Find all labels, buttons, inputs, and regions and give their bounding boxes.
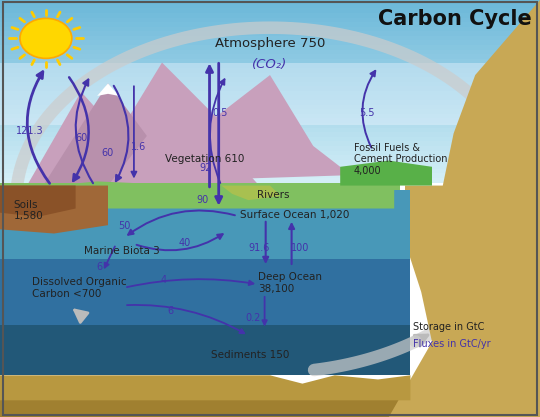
Text: Vegetation 610: Vegetation 610 — [165, 154, 244, 164]
Bar — [0, 259, 410, 325]
Text: 6: 6 — [96, 262, 102, 272]
Bar — [0, 105, 540, 110]
Text: 121.3: 121.3 — [16, 126, 44, 136]
Text: Deep Ocean
38,100: Deep Ocean 38,100 — [258, 272, 322, 294]
Text: 60: 60 — [102, 148, 114, 158]
Bar — [0, 183, 400, 208]
Bar — [0, 77, 540, 83]
Bar — [0, 86, 540, 92]
Text: Dissolved Organic
Carbon <700: Dissolved Organic Carbon <700 — [32, 277, 127, 299]
Polygon shape — [108, 96, 259, 186]
Text: 90: 90 — [197, 195, 209, 205]
Polygon shape — [0, 375, 410, 400]
Text: 1.6: 1.6 — [131, 142, 146, 152]
Bar — [0, 18, 540, 23]
Bar — [0, 40, 540, 46]
Bar — [0, 190, 410, 259]
Text: 4: 4 — [161, 275, 167, 285]
Bar — [0, 68, 540, 73]
Bar — [0, 151, 540, 156]
Polygon shape — [389, 0, 540, 417]
Text: Soils
1,580: Soils 1,580 — [14, 200, 43, 221]
Bar — [0, 114, 540, 119]
Bar — [0, 50, 540, 55]
Polygon shape — [0, 186, 76, 217]
Text: Surface Ocean 1,020: Surface Ocean 1,020 — [240, 210, 350, 220]
Text: 60: 60 — [76, 133, 88, 143]
Polygon shape — [27, 63, 351, 186]
Text: Storage in GtC: Storage in GtC — [413, 322, 484, 332]
Text: Rivers: Rivers — [256, 190, 289, 200]
Bar — [0, 160, 540, 165]
Bar — [0, 169, 540, 174]
Bar — [0, 36, 540, 41]
Bar — [0, 73, 540, 78]
Bar — [0, 59, 540, 64]
Polygon shape — [43, 83, 184, 186]
Text: 100: 100 — [291, 243, 309, 253]
Polygon shape — [0, 181, 394, 208]
Bar — [0, 4, 540, 9]
Bar — [0, 155, 540, 161]
Bar — [0, 123, 540, 128]
Bar — [0, 95, 540, 101]
Text: Fossil Fuels &
Cement Production
4,000: Fossil Fuels & Cement Production 4,000 — [354, 143, 447, 176]
Text: 91.6: 91.6 — [248, 243, 270, 253]
Bar — [0, 109, 540, 115]
Bar — [0, 63, 540, 69]
Bar — [0, 100, 540, 106]
Text: 92: 92 — [200, 163, 212, 173]
Text: 0.5: 0.5 — [212, 108, 227, 118]
Text: 50: 50 — [118, 221, 130, 231]
Bar — [0, 178, 540, 183]
Bar — [0, 118, 540, 124]
Bar — [0, 27, 540, 32]
Bar — [0, 173, 540, 179]
Text: Atmosphere 750: Atmosphere 750 — [215, 37, 325, 50]
Text: 40: 40 — [178, 238, 191, 248]
Text: (CO₂): (CO₂) — [252, 58, 288, 71]
Bar — [0, 54, 540, 60]
Polygon shape — [0, 186, 108, 234]
Text: 5.5: 5.5 — [359, 108, 375, 118]
Text: Fluxes in GtC/yr: Fluxes in GtC/yr — [413, 339, 491, 349]
Bar — [0, 82, 540, 87]
Text: 0.2: 0.2 — [245, 313, 260, 323]
Bar — [0, 0, 540, 5]
Bar — [0, 325, 410, 375]
Bar — [0, 132, 540, 138]
Circle shape — [20, 18, 72, 58]
Bar — [0, 31, 540, 37]
Bar — [0, 91, 540, 96]
Text: Sediments 150: Sediments 150 — [211, 350, 289, 360]
Bar — [0, 392, 540, 417]
Bar — [0, 146, 540, 151]
Text: 6: 6 — [167, 306, 173, 316]
Text: Marine Biota 3: Marine Biota 3 — [84, 246, 159, 256]
Bar — [0, 8, 540, 14]
Bar — [0, 22, 540, 28]
Bar — [0, 141, 540, 147]
Text: Carbon Cycle: Carbon Cycle — [378, 9, 532, 29]
Bar — [0, 128, 540, 133]
Polygon shape — [97, 83, 119, 96]
Polygon shape — [221, 186, 281, 200]
Bar — [0, 13, 540, 18]
Bar — [0, 137, 540, 142]
Bar — [0, 164, 540, 170]
Bar — [0, 45, 540, 50]
Polygon shape — [340, 161, 432, 186]
Bar — [0, 63, 540, 125]
